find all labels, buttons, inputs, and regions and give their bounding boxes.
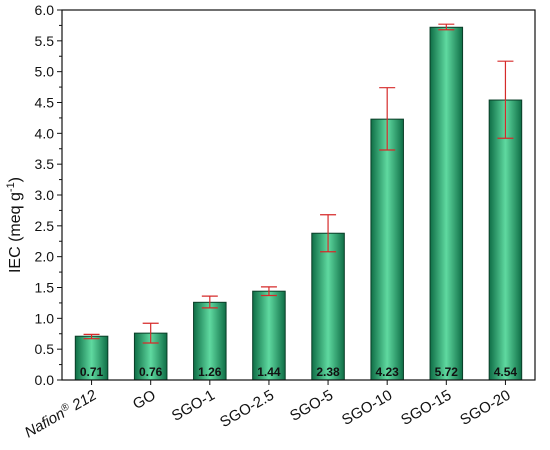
y-tick-label: 0.0 bbox=[35, 372, 55, 388]
error-bars-layer bbox=[83, 23, 514, 344]
y-tick-label: 5.5 bbox=[35, 33, 55, 49]
plot-frame bbox=[61, 9, 536, 381]
y-axis-title-close: ) bbox=[7, 177, 24, 182]
data-label: 4.54 bbox=[494, 365, 518, 379]
y-axis-title-main: IEC (meq g bbox=[7, 192, 24, 273]
x-tick-label: SGO-15 bbox=[398, 387, 454, 429]
y-tick-label: 2.0 bbox=[35, 249, 55, 265]
bar bbox=[74, 335, 109, 381]
x-tick-label: SGO-2.5 bbox=[217, 387, 277, 431]
y-axis-title: IEC (meq g-1) bbox=[5, 177, 24, 273]
y-tick-label: 0.5 bbox=[35, 341, 55, 357]
y-axis-title-sup: -1 bbox=[5, 182, 17, 192]
x-tick-label: SGO-5 bbox=[287, 387, 336, 425]
y-tick-label: 5.0 bbox=[35, 64, 55, 80]
data-label: 4.23 bbox=[376, 365, 400, 379]
bar bbox=[370, 118, 404, 381]
data-label: 1.44 bbox=[257, 365, 281, 379]
x-tick-label: SGO-20 bbox=[457, 387, 513, 429]
y-tick-label: 3.5 bbox=[35, 156, 55, 172]
data-label: 2.38 bbox=[316, 365, 340, 379]
y-tick-label: 3.0 bbox=[35, 187, 55, 203]
data-label: 0.71 bbox=[80, 365, 104, 379]
y-tick-label: 4.5 bbox=[35, 95, 55, 111]
data-label: 1.26 bbox=[198, 365, 222, 379]
y-tick-label: 2.5 bbox=[35, 218, 55, 234]
bar bbox=[252, 290, 286, 381]
bar bbox=[488, 99, 523, 381]
x-tick-label: SGO-10 bbox=[339, 387, 395, 429]
y-tick-label: 6.0 bbox=[35, 2, 55, 18]
bar bbox=[311, 232, 345, 381]
y-tick-label: 1.0 bbox=[35, 310, 55, 326]
data-label: 0.76 bbox=[139, 365, 163, 379]
x-tick-label: GO bbox=[130, 387, 159, 413]
data-label: 5.72 bbox=[435, 365, 459, 379]
bars-layer bbox=[74, 26, 523, 381]
y-tick-label: 4.0 bbox=[35, 125, 55, 141]
y-tick-label: 1.5 bbox=[35, 280, 55, 296]
bar bbox=[429, 26, 464, 381]
x-tick-label: Nafion® 212 bbox=[22, 386, 100, 441]
x-tick-label: SGO-1 bbox=[169, 387, 218, 425]
value-labels-layer: 0.71 0.76 1.26 1.44 2.38 4.23 5.72 4.54 bbox=[80, 365, 518, 379]
